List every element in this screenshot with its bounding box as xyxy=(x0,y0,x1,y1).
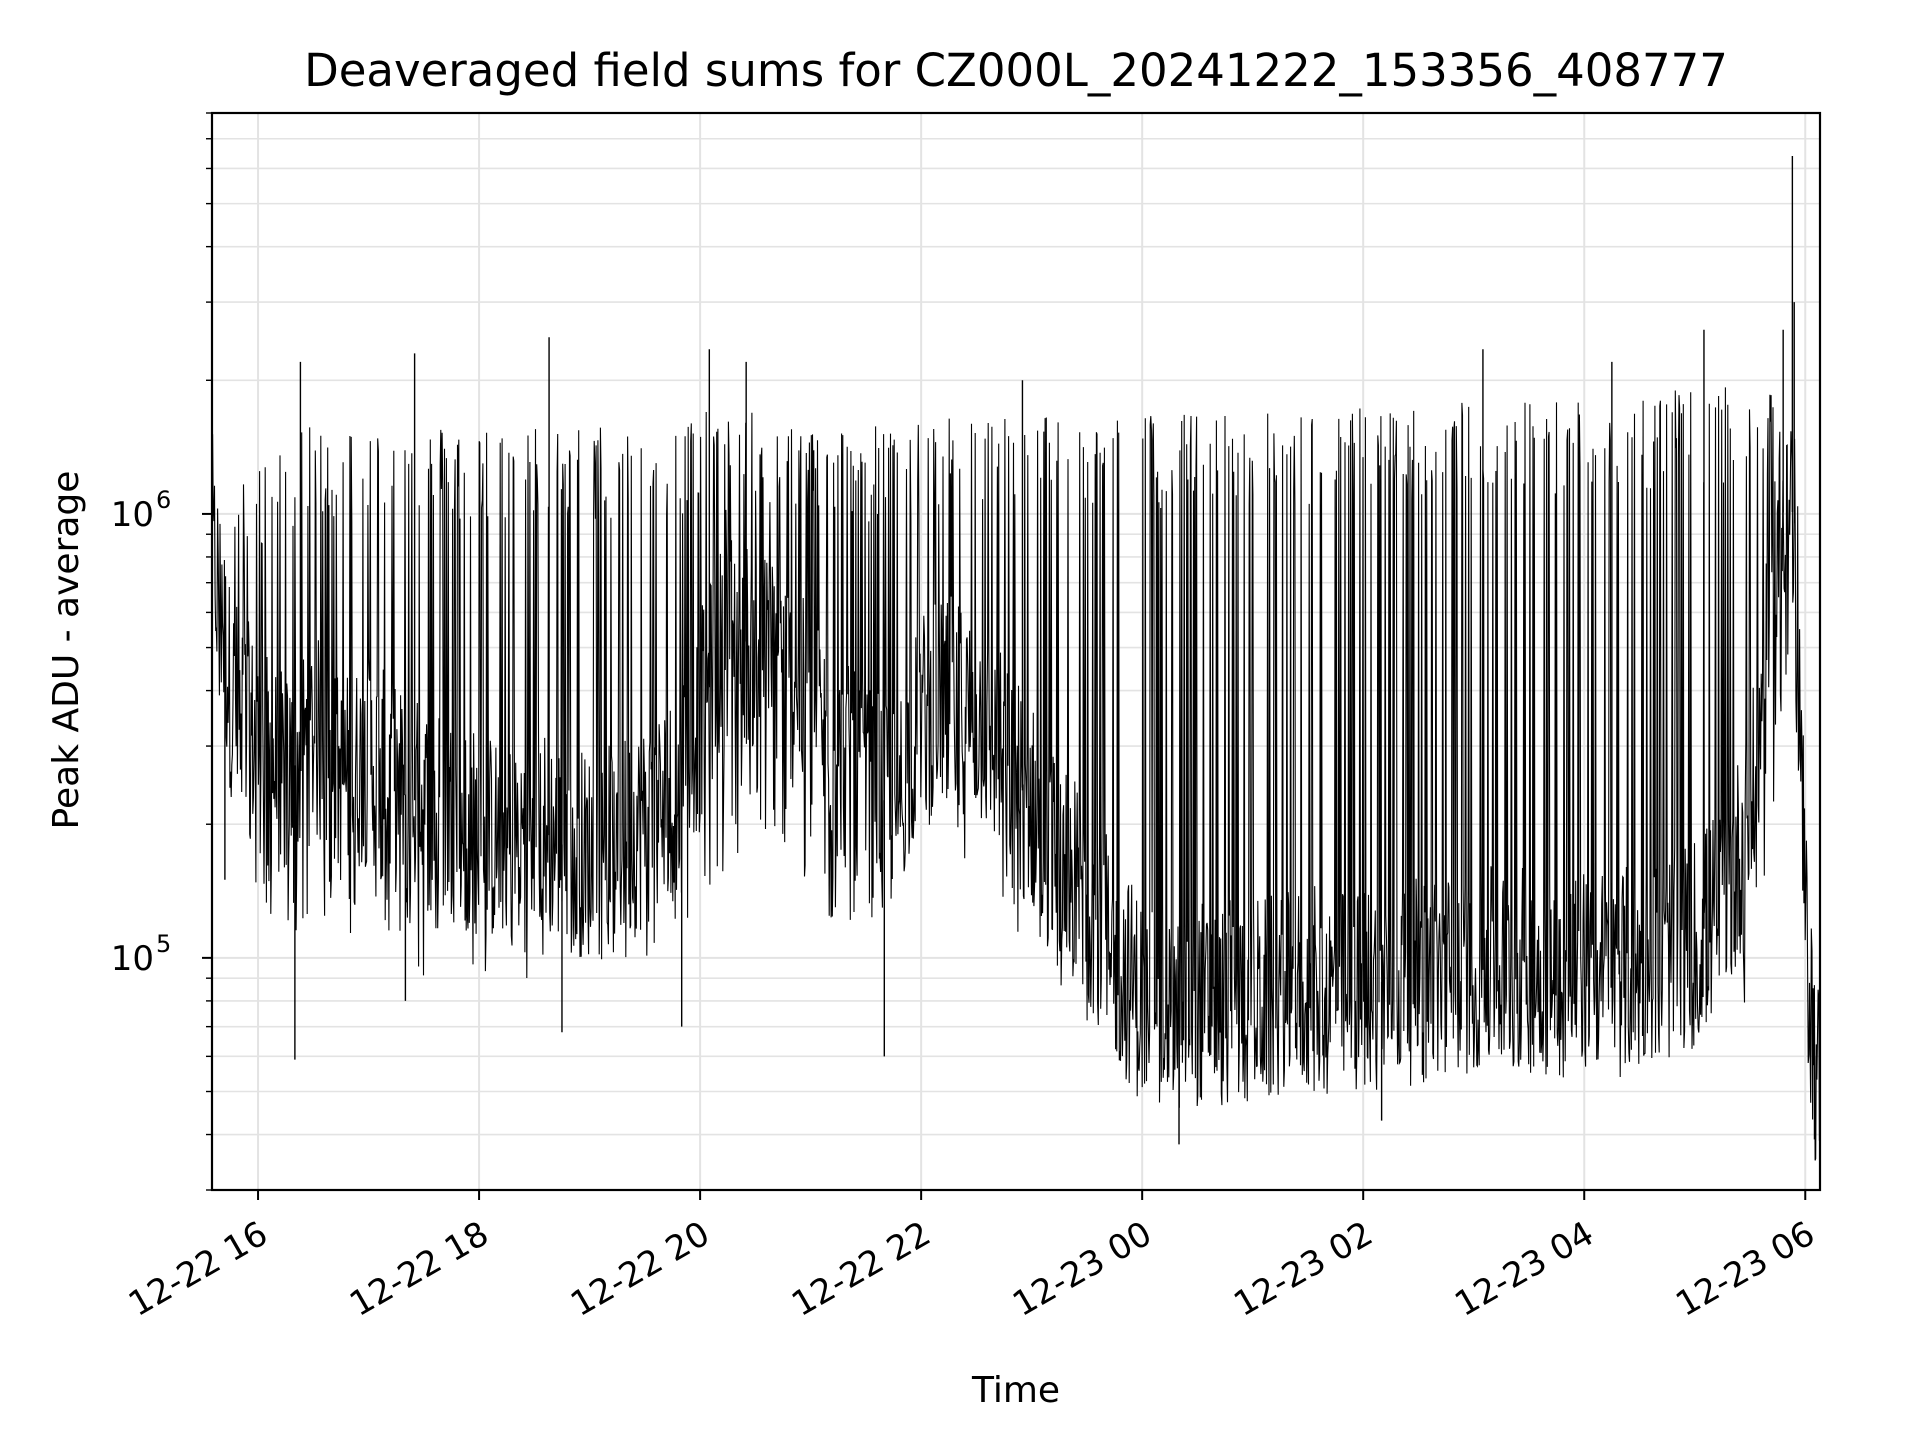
series-line xyxy=(211,387,1821,1161)
x-axis-label: Time xyxy=(971,1370,1060,1411)
y-tick-label-exponent: 6 xyxy=(156,486,171,514)
plot-frame xyxy=(210,111,1822,1192)
y-axis-label: Peak ADU - average xyxy=(46,471,87,830)
y-tick-label: 10 xyxy=(111,495,154,535)
chart-title: Deaveraged field sums for CZ000L_2024122… xyxy=(304,44,1728,97)
grid-lines xyxy=(212,112,1820,1191)
y-tick-label-exponent: 5 xyxy=(156,930,171,958)
y-tick-label: 10 xyxy=(111,939,154,979)
data-series xyxy=(211,156,1821,1161)
